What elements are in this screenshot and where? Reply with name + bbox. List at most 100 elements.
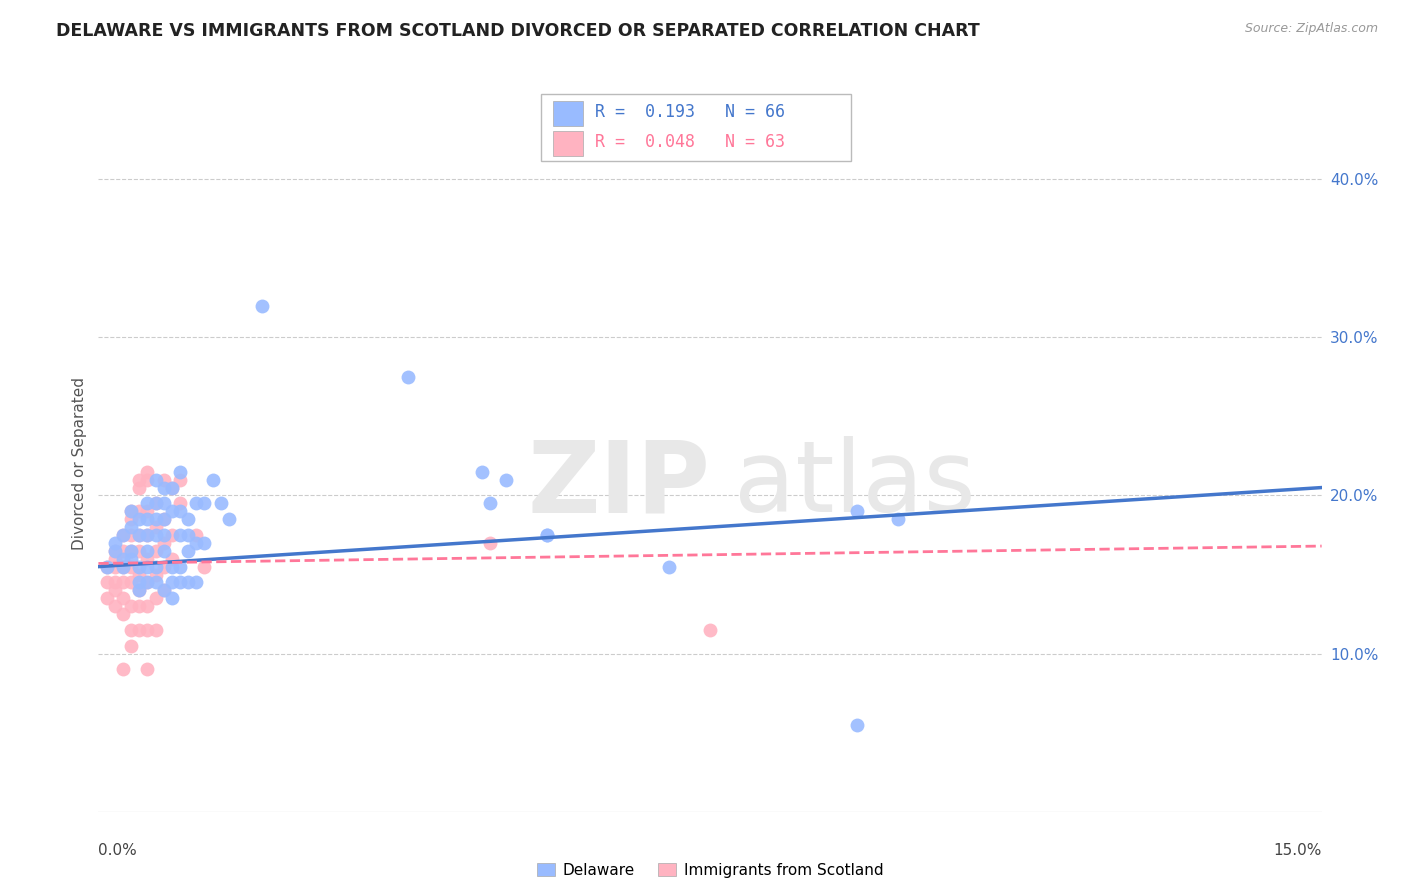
Point [152,512,174,526]
Point [136,623,159,637]
Point [128,473,150,487]
Point [186,496,208,510]
Point [186,536,208,550]
Point [120,543,142,558]
Point [111,551,134,566]
Text: 15.0%: 15.0% [1274,843,1322,858]
Point [145,512,167,526]
Point [193,559,215,574]
Point [145,575,167,590]
Point [177,528,200,542]
Point [136,504,159,518]
Point [120,575,142,590]
Point [96,591,118,606]
Text: DELAWARE VS IMMIGRANTS FROM SCOTLAND DIVORCED OR SEPARATED CORRELATION CHART: DELAWARE VS IMMIGRANTS FROM SCOTLAND DIV… [56,22,980,40]
Point [136,473,159,487]
Point [120,512,142,526]
Point [111,528,134,542]
Point [152,543,174,558]
Point [128,623,150,637]
Point [201,473,224,487]
Point [478,536,501,550]
Point [136,599,159,614]
Point [160,504,183,518]
Point [152,536,174,550]
Point [104,543,127,558]
Point [145,623,167,637]
Point [111,575,134,590]
Point [128,528,150,542]
Point [128,583,150,598]
Text: 0.0%: 0.0% [98,843,138,858]
Point [111,528,134,542]
Point [128,528,150,542]
Point [111,559,134,574]
Point [96,575,118,590]
Point [145,543,167,558]
Point [120,543,142,558]
Point [136,575,159,590]
Point [186,575,208,590]
Point [111,607,134,621]
Point [111,591,134,606]
Point [111,662,134,676]
Point [120,504,142,518]
Point [193,496,215,510]
Point [104,559,127,574]
Text: ZIP: ZIP [527,436,710,533]
Point [536,528,558,542]
Point [136,496,159,510]
Point [136,465,159,479]
Point [169,575,191,590]
Point [396,369,419,384]
Point [128,567,150,582]
Point [250,299,273,313]
Point [193,536,215,550]
Point [145,567,167,582]
Point [120,623,142,637]
Point [160,528,183,542]
Point [169,465,191,479]
Point [128,512,150,526]
Point [136,543,159,558]
Point [218,512,240,526]
Point [145,559,167,574]
Point [136,662,159,676]
Point [104,599,127,614]
Point [111,559,134,574]
Point [152,583,174,598]
Point [96,559,118,574]
Point [169,473,191,487]
Point [120,528,142,542]
Point [209,496,232,510]
Point [160,551,183,566]
Point [160,575,183,590]
Point [160,591,183,606]
Point [186,528,208,542]
Point [145,528,167,542]
Point [169,528,191,542]
Point [152,481,174,495]
Point [120,551,142,566]
Text: R =  0.048   N = 63: R = 0.048 N = 63 [595,133,785,151]
Point [169,504,191,518]
Point [152,512,174,526]
Point [96,559,118,574]
Point [145,591,167,606]
Point [886,512,908,526]
Point [120,504,142,518]
Point [160,559,183,574]
Point [845,504,868,518]
Point [104,536,127,550]
Point [152,473,174,487]
Text: R =  0.193   N = 66: R = 0.193 N = 66 [595,103,785,120]
Text: atlas: atlas [734,436,976,533]
Point [169,559,191,574]
Point [136,551,159,566]
Point [120,639,142,653]
Point [128,599,150,614]
Text: Source: ZipAtlas.com: Source: ZipAtlas.com [1244,22,1378,36]
Point [177,575,200,590]
Legend: Delaware, Immigrants from Scotland: Delaware, Immigrants from Scotland [530,857,890,884]
Point [120,559,142,574]
